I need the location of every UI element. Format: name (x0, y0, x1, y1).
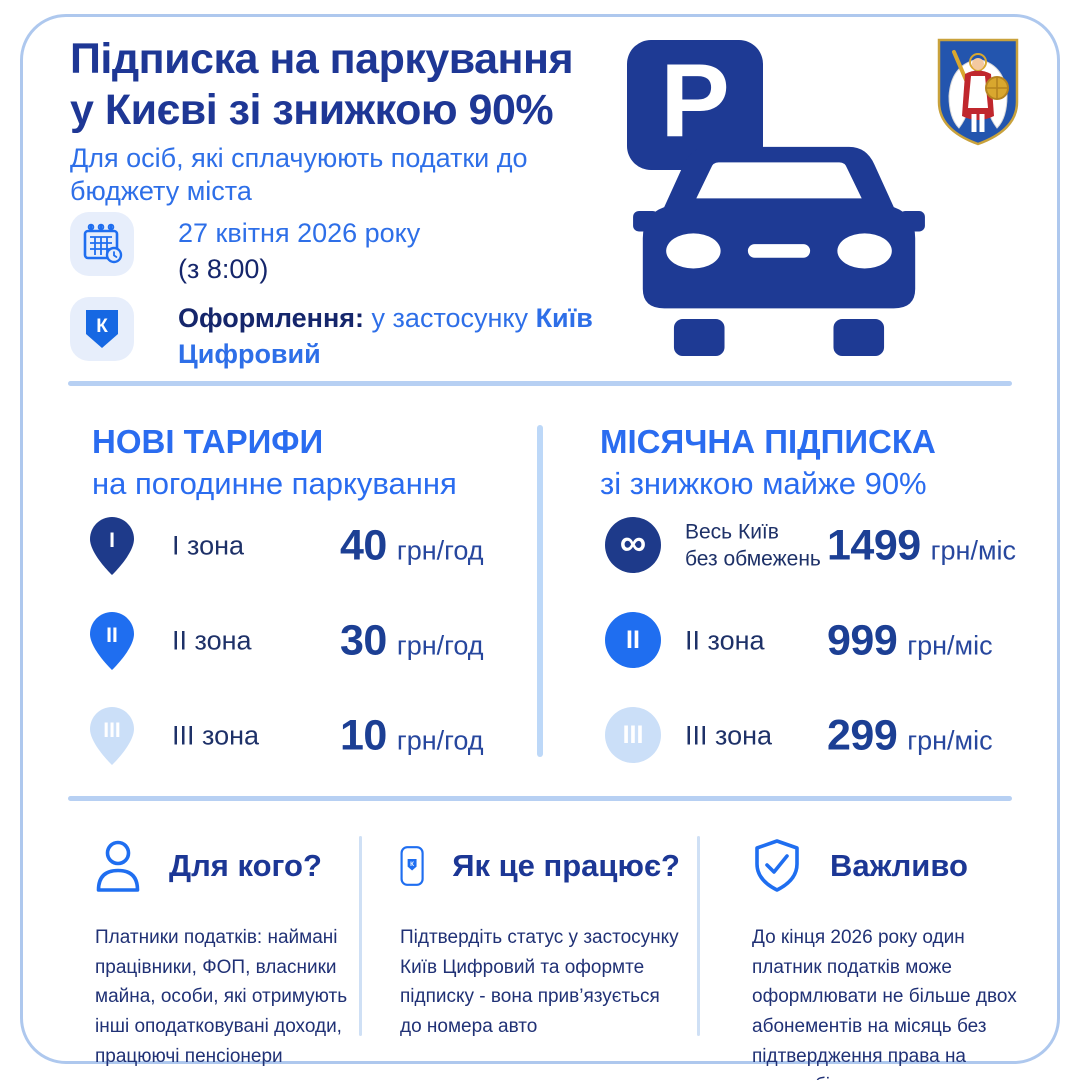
map-pin-icon: ІІ (90, 612, 134, 670)
car-icon (633, 146, 925, 356)
footer-title: Важливо (830, 848, 968, 883)
tariffs-heading: НОВІ ТАРИФИ на погодинне паркування (92, 423, 457, 502)
svg-text:ІІ: ІІ (106, 624, 118, 647)
subscription-row-zone2: ІІ ІІ зона 999 грн/міс (605, 612, 1035, 670)
map-pin-icon: І (90, 517, 134, 575)
footer-text: Підтвердіть статус у застосунку Київ Циф… (400, 927, 679, 1037)
subscription-heading: МІСЯЧНА ПІДПИСКА зі знижкою майже 90% (600, 423, 936, 502)
zone-label: ІІ зона (172, 625, 252, 656)
footer-card-how: К Як це працює? Підтвердіть статус у зас… (400, 835, 680, 1042)
title-line-1: Підписка на паркування (70, 35, 574, 83)
tariff-value: 40 (340, 521, 387, 570)
subscription-value: 1499 (827, 521, 921, 570)
subscription-value: 299 (827, 711, 898, 760)
zone-label: І зона (172, 530, 245, 561)
footer-title: Для кого? (169, 848, 322, 883)
zone-badge-icon: ІІІ (605, 707, 661, 763)
page-title: Підписка на паркування у Києві зі знижко… (70, 34, 574, 135)
shield-check-icon (755, 839, 799, 892)
phone-app-icon: К (400, 846, 424, 886)
calendar-icon (70, 212, 134, 276)
footer-text: До кінця 2026 року один платник податків… (752, 927, 1017, 1080)
parking-sign-letter: P (660, 42, 730, 159)
zone-label: ІІІ зона (685, 720, 773, 751)
subscription-unit: грн/міс (907, 725, 993, 756)
zone-label: ІІІ зона (172, 720, 260, 751)
start-date: 27 квітня 2026 року (з 8:00) (178, 216, 420, 288)
tariff-row-zone3: ІІІ ІІІ зона 10 грн/год (90, 707, 520, 765)
divider-footer-2 (697, 836, 700, 1036)
divider-footer-1 (359, 836, 362, 1036)
page-subtitle: Для осіб, які сплачуюють податки до бюдж… (70, 143, 528, 206)
footer-card-who: Для кого? Платники податків: наймані пра… (95, 835, 357, 1071)
zone-label: Весь Київ без обмежень (685, 520, 821, 571)
svg-text:ІІІ: ІІІ (103, 719, 121, 742)
zone-label: ІІ зона (685, 625, 765, 656)
start-time-text: (з 8:00) (178, 253, 269, 284)
subscription-row-unlimited: ∞ Весь Київ без обмежень 1499 грн/міс (605, 517, 1035, 575)
kyiv-digital-icon: К (70, 297, 134, 361)
title-line-2: у Києві зі знижкою 90% (70, 85, 554, 134)
tariff-value: 10 (340, 711, 387, 760)
tariff-row-zone2: ІІ ІІ зона 30 грн/год (90, 612, 520, 670)
app-badge-letter: К (96, 316, 108, 337)
registration-info: Оформлення: у застосунку Київ Цифровий (178, 303, 593, 369)
divider-bottom (68, 796, 1012, 801)
subscription-unit: грн/міс (930, 535, 1017, 566)
map-pin-icon: ІІІ (90, 707, 134, 765)
kyiv-coat-of-arms (937, 38, 1019, 146)
infinity-icon: ∞ (605, 517, 661, 573)
svg-text:І: І (109, 529, 115, 552)
divider-top (68, 381, 1012, 386)
subscription-unit: грн/міс (907, 630, 993, 661)
svg-text:К: К (410, 861, 414, 868)
tariff-unit: грн/год (396, 725, 484, 756)
footer-title: Як це працює? (452, 848, 680, 883)
footer-text: Платники податків: наймані працівники, Ф… (95, 927, 348, 1067)
zone-badge-icon: ІІ (605, 612, 661, 668)
tariff-unit: грн/год (396, 535, 484, 566)
subscription-value: 999 (827, 616, 898, 665)
tariff-row-zone1: І І зона 40 грн/год (90, 517, 520, 575)
subscription-row-zone3: ІІІ ІІІ зона 299 грн/міс (605, 707, 1035, 765)
divider-columns (537, 425, 543, 757)
tariff-unit: грн/год (396, 630, 484, 661)
tariff-value: 30 (340, 616, 387, 665)
person-icon (96, 840, 140, 892)
footer-card-important: Важливо До кінця 2026 року один платник … (752, 835, 1024, 1080)
start-date-text: 27 квітня 2026 року (178, 218, 421, 248)
